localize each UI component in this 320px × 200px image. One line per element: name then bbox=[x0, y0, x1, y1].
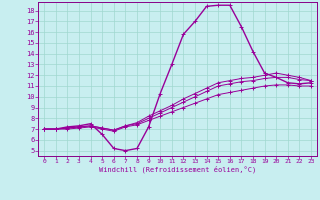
X-axis label: Windchill (Refroidissement éolien,°C): Windchill (Refroidissement éolien,°C) bbox=[99, 166, 256, 173]
